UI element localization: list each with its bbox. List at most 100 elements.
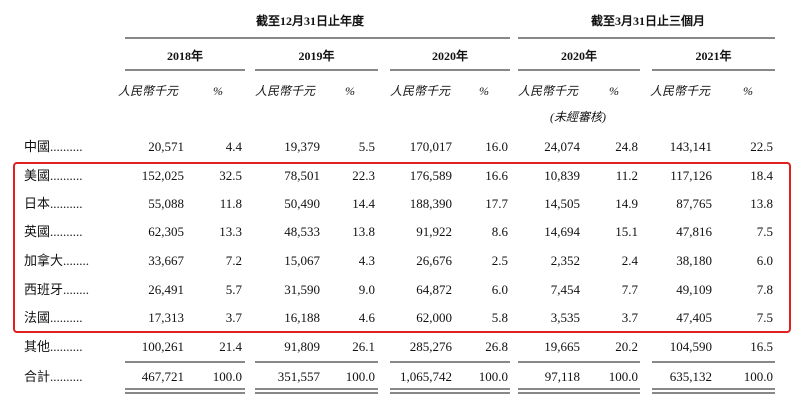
row-label: 英國.......... [24, 224, 83, 239]
year-header: 2020年 [561, 48, 597, 63]
cell: 13.3 [219, 224, 242, 239]
cell: 91,922 [416, 224, 452, 239]
cell: 50,490 [284, 196, 320, 211]
cell: 26.8 [485, 339, 508, 354]
cell: 14,505 [544, 196, 580, 211]
cell: 351,557 [278, 369, 321, 384]
cell: 62,000 [416, 310, 452, 325]
cell: 16.5 [750, 339, 773, 354]
cell: 7.5 [757, 310, 773, 325]
cell: 100,261 [142, 339, 184, 354]
cell: 7.2 [226, 253, 242, 268]
cell: 24.8 [615, 139, 638, 154]
row-label: 中國.......... [24, 139, 83, 154]
cell: 14.9 [615, 196, 638, 211]
cell: 17.7 [485, 196, 508, 211]
cell: 14.4 [352, 196, 375, 211]
cell: 13.8 [750, 196, 773, 211]
cell: 15,067 [284, 253, 320, 268]
cell: 20,571 [148, 139, 184, 154]
cell: 152,025 [142, 168, 184, 183]
row-label: 合計.......... [24, 369, 83, 384]
unit-header: 人民幣千元 [650, 84, 711, 98]
year-header: 2018年 [167, 48, 203, 63]
year-header: 2019年 [298, 48, 334, 63]
cell: 26.1 [352, 339, 375, 354]
cell: 5.7 [226, 282, 243, 297]
cell: 7.8 [757, 282, 773, 297]
group-header: 截至12月31日止年度 [256, 13, 365, 28]
unit-header: % [345, 84, 355, 98]
unit-header: % [743, 84, 753, 98]
cell: 1,065,742 [400, 369, 452, 384]
unit-header: % [479, 84, 489, 98]
cell: 47,405 [676, 310, 712, 325]
cell: 188,390 [410, 196, 452, 211]
cell: 7,454 [551, 282, 581, 297]
cell: 11.8 [220, 196, 242, 211]
cell: 20.2 [615, 339, 638, 354]
row-label: 日本.......... [24, 196, 83, 211]
cell: 26,676 [416, 253, 452, 268]
unit-header: % [609, 84, 619, 98]
row-label: 美國.......... [24, 168, 83, 183]
cell: 285,276 [410, 339, 453, 354]
cell: 7.7 [622, 282, 639, 297]
cell: 38,180 [676, 253, 712, 268]
cell: 16.6 [485, 168, 508, 183]
cell: 100.0 [609, 369, 638, 384]
cell: 16.0 [485, 139, 508, 154]
cell: 10,839 [544, 168, 580, 183]
cell: 47,816 [676, 224, 712, 239]
cell: 55,088 [148, 196, 184, 211]
cell: 32.5 [219, 168, 242, 183]
unit-header: 人民幣千元 [255, 84, 316, 98]
cell: 26,491 [148, 282, 184, 297]
cell: 104,590 [670, 339, 712, 354]
cell: 4.4 [226, 139, 243, 154]
highlight-box [13, 162, 791, 333]
cell: 15.1 [615, 224, 638, 239]
year-header: 2021年 [695, 48, 731, 63]
cell: 143,141 [670, 139, 712, 154]
cell: 19,665 [544, 339, 580, 354]
cell: 21.4 [219, 339, 242, 354]
cell: 3.7 [622, 310, 639, 325]
cell: 4.3 [359, 253, 375, 268]
cell: 2.4 [622, 253, 639, 268]
cell: 117,126 [670, 168, 712, 183]
cell: 5.8 [492, 310, 508, 325]
cell: 6.0 [757, 253, 773, 268]
cell: 176,589 [410, 168, 452, 183]
row-label: 西班牙........ [24, 282, 89, 297]
cell: 2,352 [551, 253, 580, 268]
cell: 4.6 [359, 310, 376, 325]
cell: 5.5 [359, 139, 375, 154]
cell: 9.0 [359, 282, 375, 297]
cell: 11.2 [616, 168, 638, 183]
cell: 62,305 [148, 224, 184, 239]
cell: 24,074 [544, 139, 580, 154]
cell: 7.5 [757, 224, 773, 239]
cell: 16,188 [284, 310, 320, 325]
cell: 635,132 [670, 369, 712, 384]
cell: 3.7 [226, 310, 243, 325]
cell: 22.3 [352, 168, 375, 183]
cell: 13.8 [352, 224, 375, 239]
row-label: 其他.......... [24, 339, 83, 354]
row-label: 加拿大........ [24, 253, 89, 268]
cell: 100.0 [346, 369, 375, 384]
unit-header: 人民幣千元 [118, 84, 179, 98]
cell: 100.0 [479, 369, 508, 384]
cell: 33,667 [148, 253, 184, 268]
cell: 19,379 [284, 139, 320, 154]
year-header: 2020年 [432, 48, 468, 63]
cell: 18.4 [750, 168, 773, 183]
group-header: 截至3月31日止三個月 [591, 13, 705, 28]
row-label: 法國.......... [24, 310, 83, 325]
cell: 49,109 [676, 282, 712, 297]
cell: 78,501 [284, 168, 320, 183]
cell: 48,533 [284, 224, 320, 239]
cell: 170,017 [410, 139, 453, 154]
cell: 17,313 [148, 310, 184, 325]
